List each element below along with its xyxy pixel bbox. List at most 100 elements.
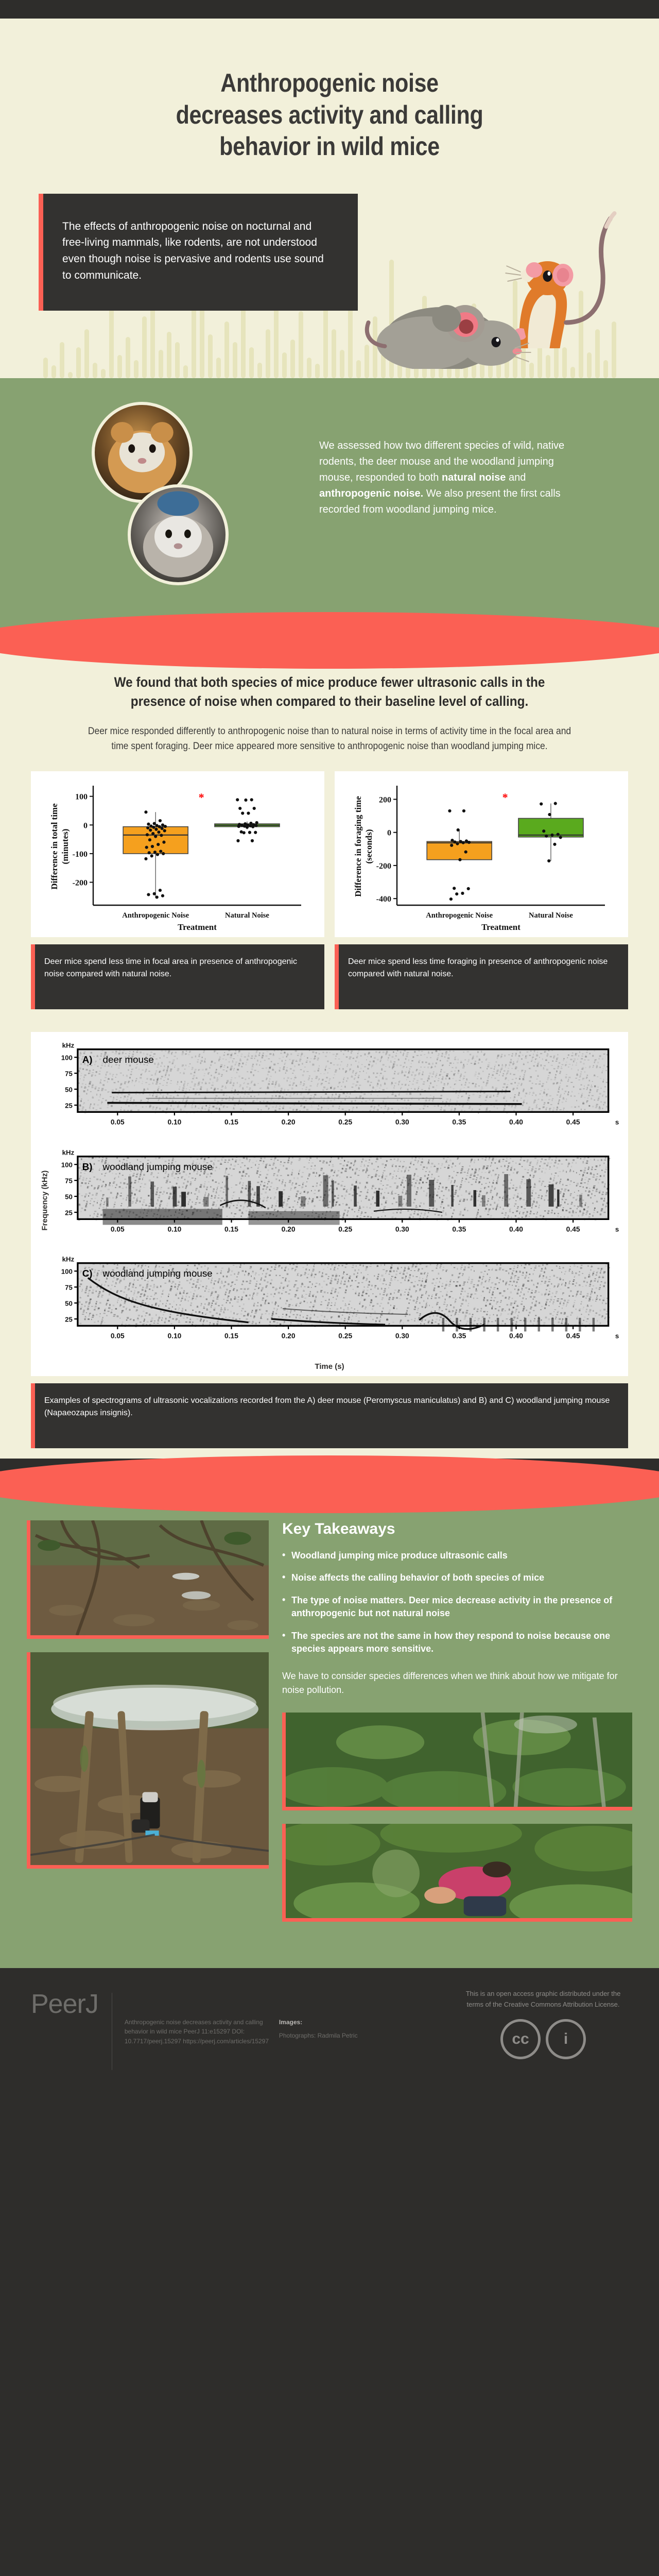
svg-text:(minutes): (minutes) bbox=[60, 829, 70, 865]
hero-blurb-card: The effects of anthropogenic noise on no… bbox=[39, 193, 358, 311]
svg-text:A): A) bbox=[82, 1054, 93, 1065]
svg-text:s: s bbox=[615, 1118, 619, 1126]
svg-text:Anthropogenic Noise: Anthropogenic Noise bbox=[122, 911, 189, 920]
spectrogram-panel: kHz C) woodland jumping mouse 100 75 50 25 0.05… bbox=[51, 1254, 621, 1359]
chart-column-2: -400 -200 0 200 Anthropogenic Noise Natural N… bbox=[335, 771, 628, 1009]
svg-text:Natural Noise: Natural Noise bbox=[529, 911, 573, 920]
chart2-caption-text: Deer mice spend less time foraging in pr… bbox=[348, 957, 608, 978]
spectrogram-caption: Examples of spectrograms of ultrasonic v… bbox=[31, 1383, 628, 1448]
charts-row: -200 -100 0 100 Anthropogenic Noise Natural N… bbox=[0, 754, 659, 1009]
spectrogram-x-axis-label: Time (s) bbox=[315, 1362, 344, 1371]
boxplot-total-time: -200 -100 0 100 Anthropogenic Noise Natural N… bbox=[36, 778, 319, 933]
images-credit-text: Photographs: Radmila Petric bbox=[279, 2032, 358, 2040]
hero-section: Anthropogenic noise decreases activity a… bbox=[0, 19, 659, 378]
svg-text:0.05: 0.05 bbox=[111, 1118, 125, 1126]
intro-text: We assessed how two different species of… bbox=[319, 438, 577, 518]
field-site-photo-1 bbox=[27, 1520, 269, 1639]
svg-text:-200: -200 bbox=[376, 862, 391, 871]
mice-illustration bbox=[358, 194, 659, 371]
svg-text:0.45: 0.45 bbox=[566, 1118, 580, 1126]
intro-text-pre: We assessed how two different species of… bbox=[319, 439, 565, 483]
findings-heading: We found that both species of mice produ… bbox=[114, 674, 545, 709]
svg-text:Treatment: Treatment bbox=[178, 922, 217, 932]
svg-text:100: 100 bbox=[75, 793, 88, 802]
svg-text:Natural Noise: Natural Noise bbox=[225, 911, 269, 920]
boxplot-foraging-time: -400 -200 0 200 Anthropogenic Noise Natural N… bbox=[340, 778, 623, 933]
svg-text:0: 0 bbox=[387, 829, 391, 838]
title-line-1: Anthropogenic noise bbox=[220, 69, 439, 97]
svg-text:*: * bbox=[199, 791, 204, 804]
svg-text:Difference in foraging time: Difference in foraging time bbox=[353, 796, 363, 897]
peerj-logo-text: Peer bbox=[31, 1989, 86, 2019]
findings-body: Deer mice responded differently to anthr… bbox=[88, 726, 571, 752]
svg-text:deer mouse: deer mouse bbox=[103, 1054, 154, 1065]
spectrogram-y-axis-label: Frequency (kHz) bbox=[40, 1170, 49, 1231]
boxplot-total-time-card: -200 -100 0 100 Anthropogenic Noise Natural N… bbox=[31, 771, 324, 937]
spectrogram-caption-text: Examples of spectrograms of ultrasonic v… bbox=[44, 1396, 610, 1417]
license-block: This is an open access graphic distribut… bbox=[458, 1989, 628, 2060]
takeaways-title: Key Takeaways bbox=[282, 1520, 395, 1537]
svg-text:(seconds): (seconds) bbox=[364, 829, 374, 863]
footer-image-credit: Images: Photographs: Radmila Petric bbox=[279, 2018, 413, 2041]
svg-text:0.40: 0.40 bbox=[509, 1118, 523, 1126]
spectrogram-panel: kHz B) woodland jumping mouse 100 75 50 25 0.05… bbox=[51, 1147, 621, 1252]
spectrogram-card: Frequency (kHz) kHz A) deer mouse 100 75 50 25… bbox=[31, 1032, 628, 1376]
svg-text:-100: -100 bbox=[73, 850, 88, 859]
peerj-logo-j: J bbox=[85, 1989, 99, 2019]
title-line-3: behavior in wild mice bbox=[219, 132, 440, 161]
intro-bold-natural-noise: natural noise bbox=[441, 471, 506, 483]
page-title: Anthropogenic noise decreases activity a… bbox=[46, 19, 613, 163]
svg-text:0: 0 bbox=[83, 821, 88, 830]
intro-green-band: We assessed how two different species of… bbox=[0, 378, 659, 669]
takeaways-photo-column bbox=[27, 1520, 269, 1935]
field-site-photo-3 bbox=[282, 1712, 632, 1810]
chart2-caption: Deer mice spend less time foraging in pr… bbox=[335, 944, 628, 1009]
top-dark-bar bbox=[0, 0, 659, 19]
svg-text:0.10: 0.10 bbox=[167, 1118, 181, 1126]
waveform-bar bbox=[100, 368, 106, 378]
svg-text:0.25: 0.25 bbox=[338, 1118, 352, 1126]
infographic-page: Anthropogenic noise decreases activity a… bbox=[0, 0, 659, 2098]
svg-text:75: 75 bbox=[65, 1070, 73, 1078]
takeaway-item: The species are not the same in how they… bbox=[282, 1629, 632, 1656]
svg-text:Difference in total time: Difference in total time bbox=[49, 803, 59, 890]
boxplot-foraging-time-card: -400 -200 0 200 Anthropogenic Noise Natural N… bbox=[335, 771, 628, 937]
cc-license-icons: cc i bbox=[458, 2019, 628, 2060]
intro-text-mid: and bbox=[506, 471, 526, 483]
svg-text:0.30: 0.30 bbox=[395, 1118, 409, 1126]
intro-bold-anthropogenic-noise: anthropogenic noise. bbox=[319, 487, 424, 499]
svg-text:100: 100 bbox=[61, 1054, 73, 1062]
takeaways-list: Woodland jumping mice produce ultrasonic… bbox=[282, 1549, 632, 1656]
takeaway-item: Woodland jumping mice produce ultrasonic… bbox=[282, 1549, 632, 1563]
title-line-2: decreases activity and calling bbox=[176, 100, 483, 129]
svg-text:kHz: kHz bbox=[62, 1041, 75, 1049]
chart1-caption-text: Deer mice spend less time in focal area … bbox=[44, 957, 297, 978]
svg-text:50: 50 bbox=[65, 1086, 73, 1094]
spectrogram-panel: kHz A) deer mouse 100 75 50 25 0.05 0.10 0.15 0.20… bbox=[51, 1040, 621, 1145]
svg-text:-400: -400 bbox=[376, 895, 391, 904]
svg-text:*: * bbox=[502, 791, 508, 804]
field-researcher-photo bbox=[282, 1823, 632, 1922]
spectrogram-panels: kHz A) deer mouse 100 75 50 25 0.05 0.10 0.15 0.20… bbox=[51, 1040, 621, 1361]
svg-text:Anthropogenic Noise: Anthropogenic Noise bbox=[426, 911, 493, 920]
waveform-bar bbox=[67, 371, 73, 378]
hero-blurb-text: The effects of anthropogenic noise on no… bbox=[62, 220, 324, 282]
takeaway-item: Noise affects the calling behavior of bo… bbox=[282, 1571, 632, 1585]
svg-text:Treatment: Treatment bbox=[481, 922, 521, 932]
chart1-caption: Deer mice spend less time in focal area … bbox=[31, 944, 324, 1009]
peerj-logo: PeerJ bbox=[31, 1989, 112, 2020]
svg-text:-200: -200 bbox=[73, 879, 88, 888]
footer: PeerJ Anthropogenic noise decreases acti… bbox=[0, 1968, 659, 2098]
svg-text:kHz: kHz bbox=[62, 1148, 75, 1156]
mice-photo-stack bbox=[31, 401, 319, 608]
svg-text:0.20: 0.20 bbox=[282, 1118, 296, 1126]
svg-text:0.35: 0.35 bbox=[452, 1118, 466, 1126]
spectrogram-section: Frequency (kHz) kHz A) deer mouse 100 75 50 25… bbox=[0, 1009, 659, 1448]
field-site-photo-2 bbox=[27, 1652, 269, 1869]
takeaways-note: We have to consider species differences … bbox=[282, 1670, 618, 1695]
takeaway-item: The type of noise matters. Deer mice dec… bbox=[282, 1594, 632, 1620]
svg-text:25: 25 bbox=[65, 1102, 73, 1110]
creative-commons-icon: cc bbox=[500, 2019, 541, 2060]
key-takeaways-section: Key Takeaways Woodland jumping mice prod… bbox=[0, 1455, 659, 1968]
svg-text:200: 200 bbox=[379, 795, 391, 804]
